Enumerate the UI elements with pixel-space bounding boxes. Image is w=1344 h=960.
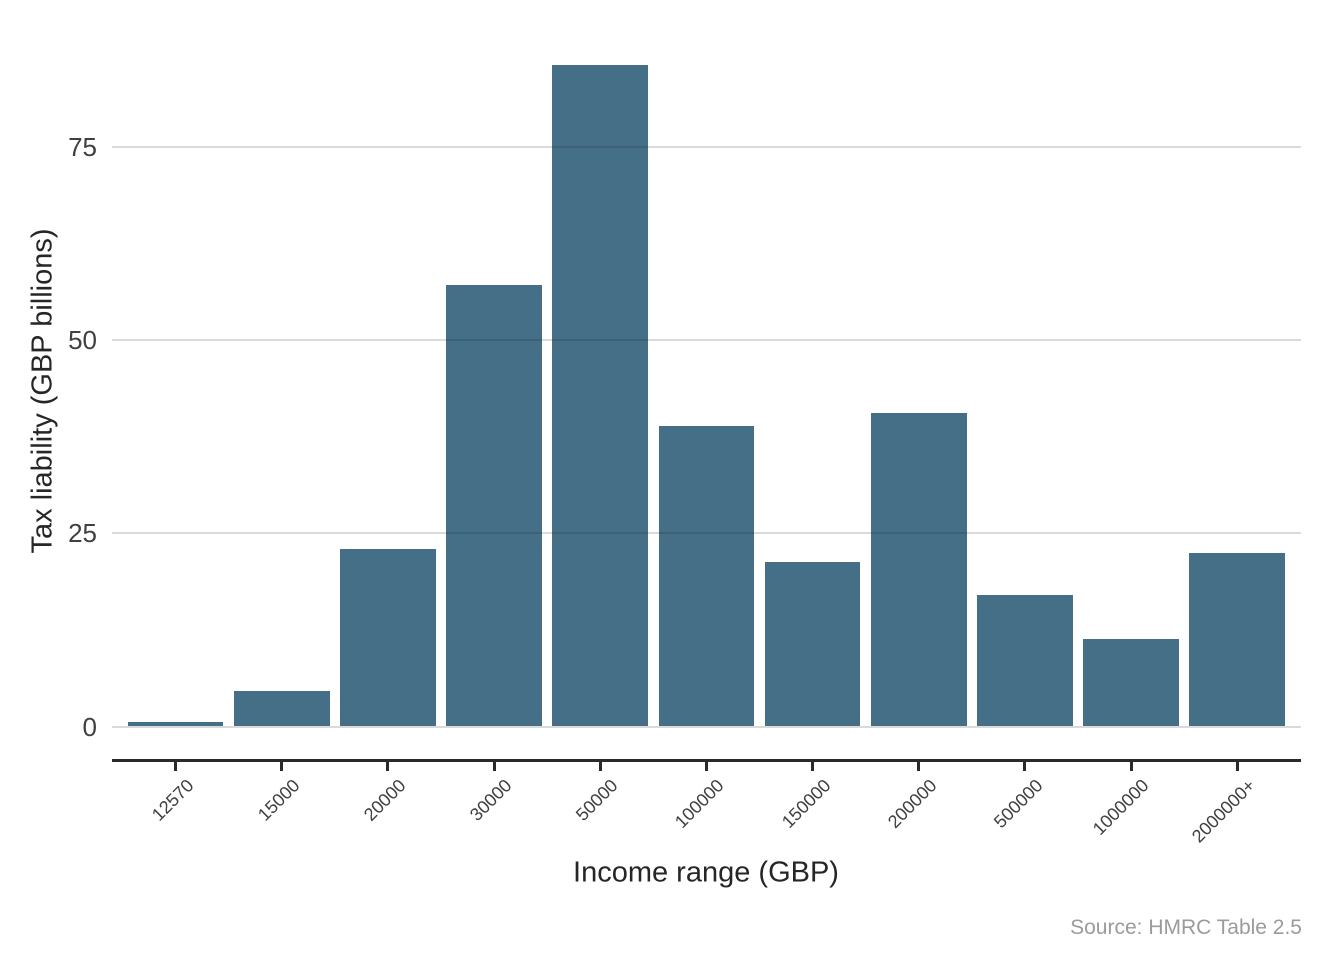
y-tick-label-50: 50 bbox=[68, 324, 97, 355]
x-tick-mark-2000000+ bbox=[1235, 759, 1239, 771]
y-tick-label-75: 75 bbox=[68, 131, 97, 162]
bar-15000 bbox=[233, 690, 330, 727]
x-axis-title: Income range (GBP) bbox=[573, 856, 839, 889]
bar-1000000 bbox=[1083, 639, 1179, 727]
x-tick-mark-30000 bbox=[492, 759, 496, 771]
y-axis-title: Tax liability (GBP billions) bbox=[26, 228, 59, 554]
x-tick-label-text: 150000 bbox=[777, 775, 835, 832]
bar-12570 bbox=[127, 721, 224, 727]
bar-30000 bbox=[446, 285, 542, 727]
gridline-50 bbox=[112, 338, 1301, 341]
bar-500000 bbox=[977, 595, 1073, 727]
y-tick-label-0: 0 bbox=[82, 711, 97, 742]
x-tick-label-text: 30000 bbox=[466, 775, 516, 825]
x-tick-mark-12570 bbox=[174, 759, 178, 771]
gridline-75 bbox=[112, 145, 1301, 148]
x-tick-mark-15000 bbox=[280, 759, 284, 771]
x-tick-mark-50000 bbox=[598, 759, 602, 771]
bar-200000 bbox=[870, 412, 967, 727]
x-tick-mark-1000000 bbox=[1129, 759, 1133, 771]
gridline-0 bbox=[112, 725, 1301, 728]
x-tick-mark-100000 bbox=[704, 759, 708, 771]
x-tick-mark-200000 bbox=[917, 759, 921, 771]
source-note: Source: HMRC Table 2.5 bbox=[1070, 916, 1302, 939]
x-tick-mark-500000 bbox=[1023, 759, 1027, 771]
x-tick-label-text: 15000 bbox=[253, 775, 304, 825]
x-tick-mark-20000 bbox=[386, 759, 390, 771]
bar-20000 bbox=[340, 549, 436, 727]
x-tick-label-text: 20000 bbox=[359, 775, 410, 825]
y-tick-label-25: 25 bbox=[68, 518, 97, 549]
x-tick-label-text: 200000 bbox=[883, 775, 941, 832]
bar-150000 bbox=[764, 561, 861, 727]
x-tick-mark-150000 bbox=[811, 759, 815, 771]
gridline-25 bbox=[112, 532, 1301, 535]
bar-50000 bbox=[552, 64, 649, 727]
x-tick-label-text: 12570 bbox=[147, 775, 198, 825]
bar-100000 bbox=[658, 425, 755, 727]
x-tick-label-text: 100000 bbox=[671, 775, 728, 832]
bar-2000000+ bbox=[1189, 553, 1286, 727]
x-tick-label-text: 500000 bbox=[989, 775, 1047, 832]
x-tick-label-text: 2000000+ bbox=[1187, 775, 1259, 847]
x-tick-label-text: 1000000 bbox=[1088, 775, 1153, 839]
x-tick-label-text: 50000 bbox=[572, 775, 622, 825]
